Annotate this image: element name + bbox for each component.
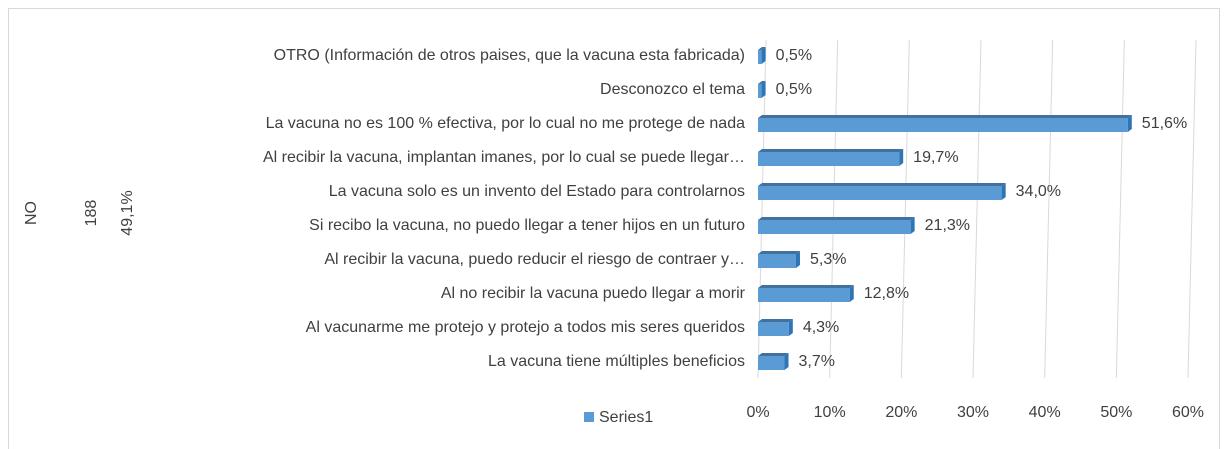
bar — [758, 220, 911, 234]
bar-side — [899, 149, 904, 166]
bar-group — [758, 47, 766, 64]
side-label: 49,1% — [119, 190, 136, 235]
bar-top — [758, 251, 800, 254]
data-label: 3,7% — [799, 353, 835, 370]
chart-border — [8, 8, 1220, 449]
category-label: Al no recibir la vacuna puedo llegar a m… — [441, 285, 746, 302]
x-tick-label: 0% — [746, 404, 769, 421]
bar — [758, 186, 1002, 200]
category-label: Al recibir la vacuna, implantan imanes, … — [263, 149, 745, 166]
bar-group — [758, 217, 915, 234]
bar-side — [910, 217, 915, 234]
category-label: Desconozco el tema — [600, 81, 745, 98]
bar-side — [761, 47, 766, 64]
data-label: 21,3% — [925, 217, 970, 234]
bar-top — [758, 285, 854, 288]
category-label: OTRO (Información de otros paises, que l… — [274, 47, 745, 64]
data-label: 51,6% — [1142, 115, 1187, 132]
bar-top — [758, 115, 1132, 118]
grid-line — [972, 39, 982, 379]
bar-side — [1001, 183, 1006, 200]
category-label: La vacuna solo es un invento del Estado … — [329, 183, 745, 200]
x-tick-label: 40% — [1029, 404, 1061, 421]
category-label: Al vacunarme me protejo y protejo a todo… — [306, 319, 745, 336]
data-label: 12,8% — [864, 285, 909, 302]
data-label: 19,7% — [913, 149, 958, 166]
side-label: NO — [23, 201, 40, 225]
grid-line — [829, 39, 839, 379]
bar — [758, 322, 789, 336]
bar — [758, 288, 850, 302]
data-label: 34,0% — [1016, 183, 1061, 200]
bar — [758, 152, 900, 166]
x-tick-label: 20% — [885, 404, 917, 421]
data-label: 4,3% — [803, 319, 839, 336]
bar — [758, 50, 762, 64]
bar-group — [758, 81, 766, 98]
bar — [758, 356, 785, 370]
bar-side — [1127, 115, 1132, 132]
x-tick-label: 50% — [1100, 404, 1132, 421]
data-label: 0,5% — [776, 81, 812, 98]
bar-top — [758, 81, 766, 84]
bar-top — [758, 183, 1006, 186]
bar-side — [849, 285, 854, 302]
category-label: Al recibir la vacuna, puedo reducir el r… — [324, 251, 745, 268]
grid-line — [1187, 39, 1197, 379]
bar-side — [788, 319, 793, 336]
bar — [758, 254, 796, 268]
bar-side — [761, 81, 766, 98]
bar — [758, 84, 762, 98]
data-label: 5,3% — [810, 251, 846, 268]
x-tick-label: 60% — [1172, 404, 1204, 421]
bar-group — [758, 149, 904, 166]
grid-line — [1044, 39, 1054, 379]
bar-top — [758, 149, 904, 152]
category-label: Si recibo la vacuna, no puedo llegar a t… — [309, 217, 745, 234]
bar-side — [784, 353, 789, 370]
grid-line — [1115, 39, 1125, 379]
bar-top — [758, 319, 793, 322]
legend-swatch — [584, 412, 594, 422]
bar-side — [795, 251, 800, 268]
grid-line — [900, 39, 910, 379]
bar-top — [758, 353, 789, 356]
bar — [758, 118, 1128, 132]
bar-group — [758, 183, 1006, 200]
legend-label: Series1 — [599, 409, 653, 426]
bar-top — [758, 47, 766, 50]
bar-group — [758, 319, 793, 336]
bar-group — [758, 251, 800, 268]
bar-group — [758, 285, 854, 302]
bar-group — [758, 115, 1132, 132]
x-tick-label: 10% — [814, 404, 846, 421]
category-label: La vacuna no es 100 % efectiva, por lo c… — [266, 115, 746, 132]
bar-top — [758, 217, 915, 220]
category-label: La vacuna tiene múltiples beneficios — [488, 353, 745, 370]
x-tick-label: 30% — [957, 404, 989, 421]
side-label: 188 — [83, 200, 100, 227]
data-label: 0,5% — [776, 47, 812, 64]
bar-group — [758, 353, 789, 370]
